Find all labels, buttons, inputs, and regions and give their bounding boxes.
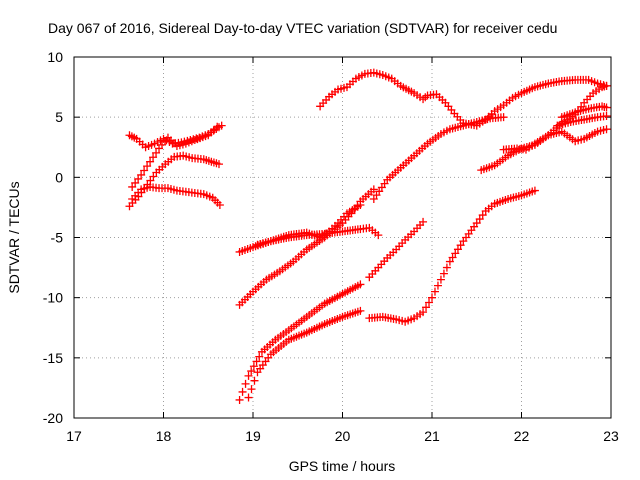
data-point-markers bbox=[125, 151, 223, 211]
series-track-l bbox=[365, 217, 428, 282]
data-point-markers bbox=[553, 111, 611, 130]
y-axis-label: SDTVAR / TECUs bbox=[6, 181, 22, 293]
series-track-q bbox=[553, 111, 611, 130]
x-tick-label: 23 bbox=[603, 428, 619, 444]
series-track-b bbox=[128, 122, 222, 191]
y-tick-label: -10 bbox=[43, 290, 63, 306]
x-tick-label: 18 bbox=[156, 428, 172, 444]
y-tick-label: -15 bbox=[43, 350, 63, 366]
data-point-markers bbox=[557, 102, 611, 122]
series-track-j bbox=[235, 280, 365, 404]
y-tick-label: 5 bbox=[55, 109, 63, 125]
data-marks bbox=[125, 68, 611, 404]
data-point-markers bbox=[128, 122, 222, 191]
data-point-markers bbox=[499, 125, 611, 154]
data-point-markers bbox=[128, 182, 224, 210]
series-track-c bbox=[125, 151, 223, 211]
x-axis-label: GPS time / hours bbox=[289, 458, 396, 474]
data-point-markers bbox=[369, 113, 508, 203]
data-point-markers bbox=[365, 186, 539, 326]
data-point-markers bbox=[365, 217, 428, 282]
x-tick-label: 19 bbox=[245, 428, 261, 444]
x-tick-label: 20 bbox=[335, 428, 351, 444]
series-track-g bbox=[235, 185, 378, 309]
series-track-k bbox=[244, 306, 365, 402]
x-tick-label: 22 bbox=[514, 428, 530, 444]
y-tick-label: -20 bbox=[43, 410, 63, 426]
y-tick-label: -5 bbox=[51, 230, 64, 246]
y-tick-label: 0 bbox=[55, 169, 63, 185]
y-tick-label: 10 bbox=[47, 49, 63, 65]
series-track-o bbox=[499, 125, 611, 154]
series-track-m bbox=[365, 186, 539, 326]
x-tick-label: 17 bbox=[66, 428, 82, 444]
x-tick-label: 21 bbox=[424, 428, 440, 444]
data-point-markers bbox=[244, 306, 365, 402]
series-track-i bbox=[369, 113, 508, 203]
series-track-d bbox=[128, 182, 224, 210]
data-point-markers bbox=[235, 280, 365, 404]
axis-ticks: 17 18 19 20 21 22 23 -20 -15 -10 -5 0 5 10 bbox=[43, 49, 619, 444]
chart-title: Day 067 of 2016, Sidereal Day-to-day VTE… bbox=[48, 20, 557, 36]
series-track-p bbox=[557, 102, 611, 122]
data-point-markers bbox=[235, 185, 378, 309]
